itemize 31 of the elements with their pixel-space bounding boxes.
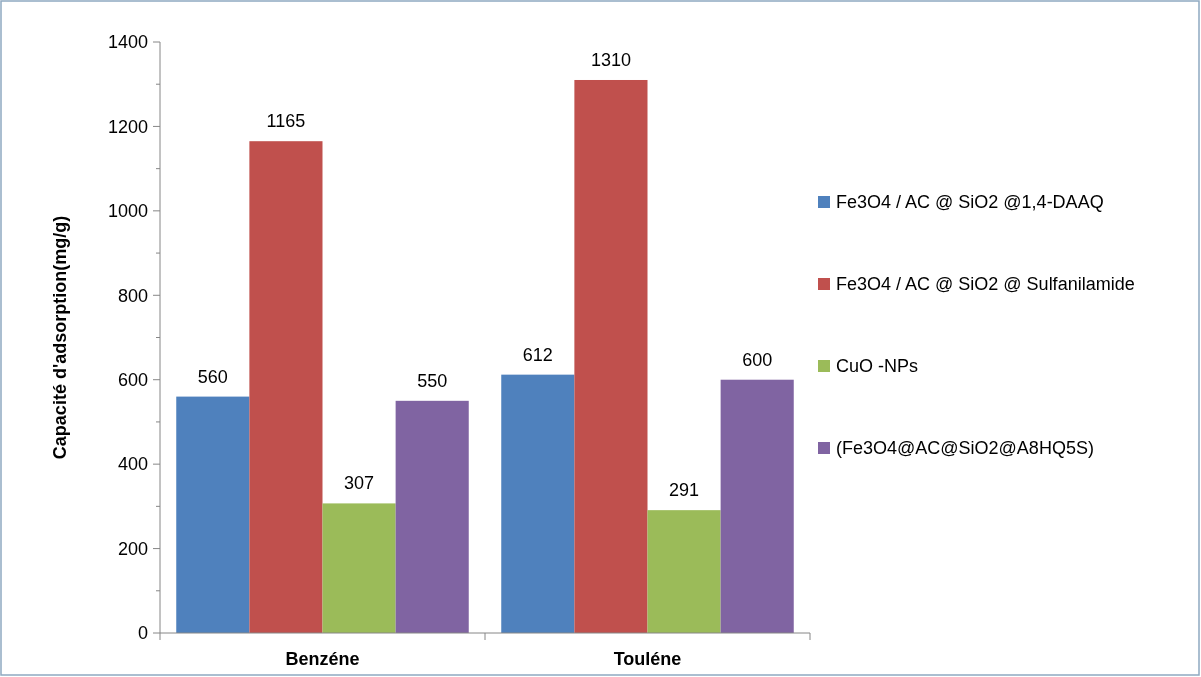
y-axis-title: Capacité d'adsorption(mg/g): [50, 215, 70, 460]
y-tick-label: 800: [117, 285, 148, 306]
legend-label: Fe3O4 / AC @ SiO2 @ Sulfanilamide: [836, 274, 1135, 294]
data-label: 1310: [590, 49, 631, 70]
x-tick-label: Benzéne: [285, 649, 360, 669]
y-tick-label: 0: [137, 623, 148, 644]
data-label: 550: [417, 370, 448, 391]
y-tick-label: 200: [117, 538, 148, 559]
data-label: 307: [344, 473, 375, 494]
data-label: 560: [197, 366, 228, 387]
bar: [501, 374, 575, 633]
y-tick-label: 1400: [107, 32, 148, 53]
bar: [574, 79, 648, 633]
bar: [322, 503, 396, 633]
legend-label: Fe3O4 / AC @ SiO2 @1,4-DAAQ: [836, 192, 1104, 212]
legend-label: (Fe3O4@AC@SiO2@A8HQ5S): [836, 438, 1094, 458]
data-label: 600: [742, 349, 773, 370]
y-tick-label: 1000: [107, 201, 148, 222]
data-label: 1165: [266, 111, 306, 132]
y-tick-label: 600: [117, 370, 148, 391]
x-tick-label: Touléne: [613, 649, 682, 669]
bar: [395, 400, 469, 633]
data-label: 612: [522, 344, 553, 365]
bar: [176, 396, 250, 633]
legend-label: CuO -NPs: [836, 356, 919, 376]
data-label: 291: [669, 480, 700, 501]
bar: [720, 379, 794, 633]
bar: [647, 510, 721, 633]
y-tick-label: 400: [117, 454, 148, 475]
y-tick-label: 1200: [107, 116, 148, 137]
bar: [249, 141, 323, 633]
